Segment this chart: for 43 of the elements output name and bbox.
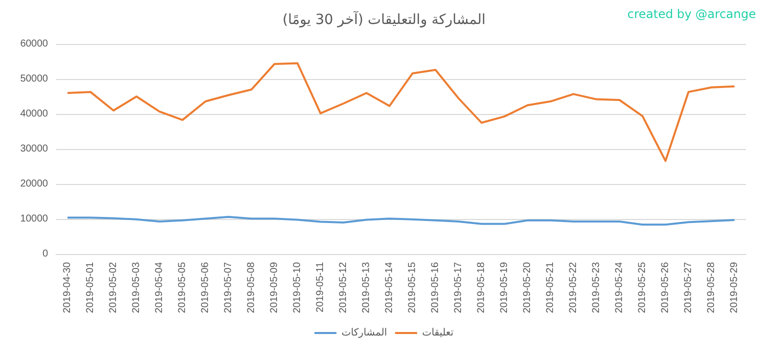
text: created by @arcange	[627, 7, 756, 21]
y-tick-label: 10000	[20, 214, 48, 224]
x-tick-label: 2019-05-02	[108, 262, 119, 314]
y-tick-label: 50000	[20, 74, 48, 84]
x-tick-label: 2019-05-20	[522, 262, 533, 314]
x-tick-label: 2019-05-22	[568, 262, 579, 314]
x-tick-label: 2019-05-28	[706, 262, 717, 314]
legend-label: المشاركات	[341, 328, 388, 338]
x-tick-label: 2019-05-07	[223, 262, 234, 314]
chart-title: المشاركة والتعليقات (آخر 30 يومًا)	[282, 10, 486, 28]
x-tick-label: 2019-05-26	[660, 262, 671, 314]
x-tick-label: 2019-05-24	[614, 262, 625, 314]
x-tick-label: 2019-05-14	[384, 262, 395, 314]
x-tick-label: 2019-05-25	[637, 262, 648, 314]
x-tick-label: 2019-04-30	[62, 262, 73, 314]
y-tick-label: 60000	[20, 38, 48, 50]
x-tick-label: 2019-05-27	[683, 262, 694, 314]
x-tick-label: 2019-05-18	[476, 262, 487, 314]
x-tick-label: 2019-05-12	[338, 262, 349, 314]
x-tick-label: 2019-05-05	[177, 262, 188, 314]
y-tick-label: 20000	[20, 178, 48, 190]
x-tick-label: 2019-05-23	[591, 262, 602, 314]
x-tick-label: 2019-05-15	[407, 262, 418, 314]
x-tick-label: 2019-05-01	[85, 262, 96, 314]
x-tick-label: 2019-05-10	[292, 262, 303, 314]
x-tick-label: 2019-05-16	[430, 262, 441, 314]
x-tick-label: 2019-05-17	[453, 262, 464, 314]
line-series	[66, 62, 736, 162]
x-tick-label: 2019-05-08	[246, 262, 257, 314]
line-series	[66, 216, 736, 226]
x-tick-label: 2019-05-21	[545, 262, 556, 314]
x-tick-label: 2019-05-11	[315, 262, 326, 312]
y-tick-label: 30000	[20, 144, 48, 154]
x-tick-label: 2019-05-06	[200, 262, 211, 314]
x-tick-label: 2019-05-29	[729, 262, 740, 314]
legend-label: تعليقات	[422, 328, 454, 338]
x-tick-label: 2019-05-03	[131, 262, 142, 314]
x-tick-label: 2019-05-13	[361, 262, 372, 314]
x-tick-label: 2019-05-04	[154, 262, 165, 314]
x-tick-label: 2019-05-19	[499, 262, 510, 314]
y-tick-label: 40000	[20, 108, 48, 120]
x-tick-label: 2019-05-09	[269, 262, 280, 314]
y-tick-label: 0	[42, 248, 48, 260]
